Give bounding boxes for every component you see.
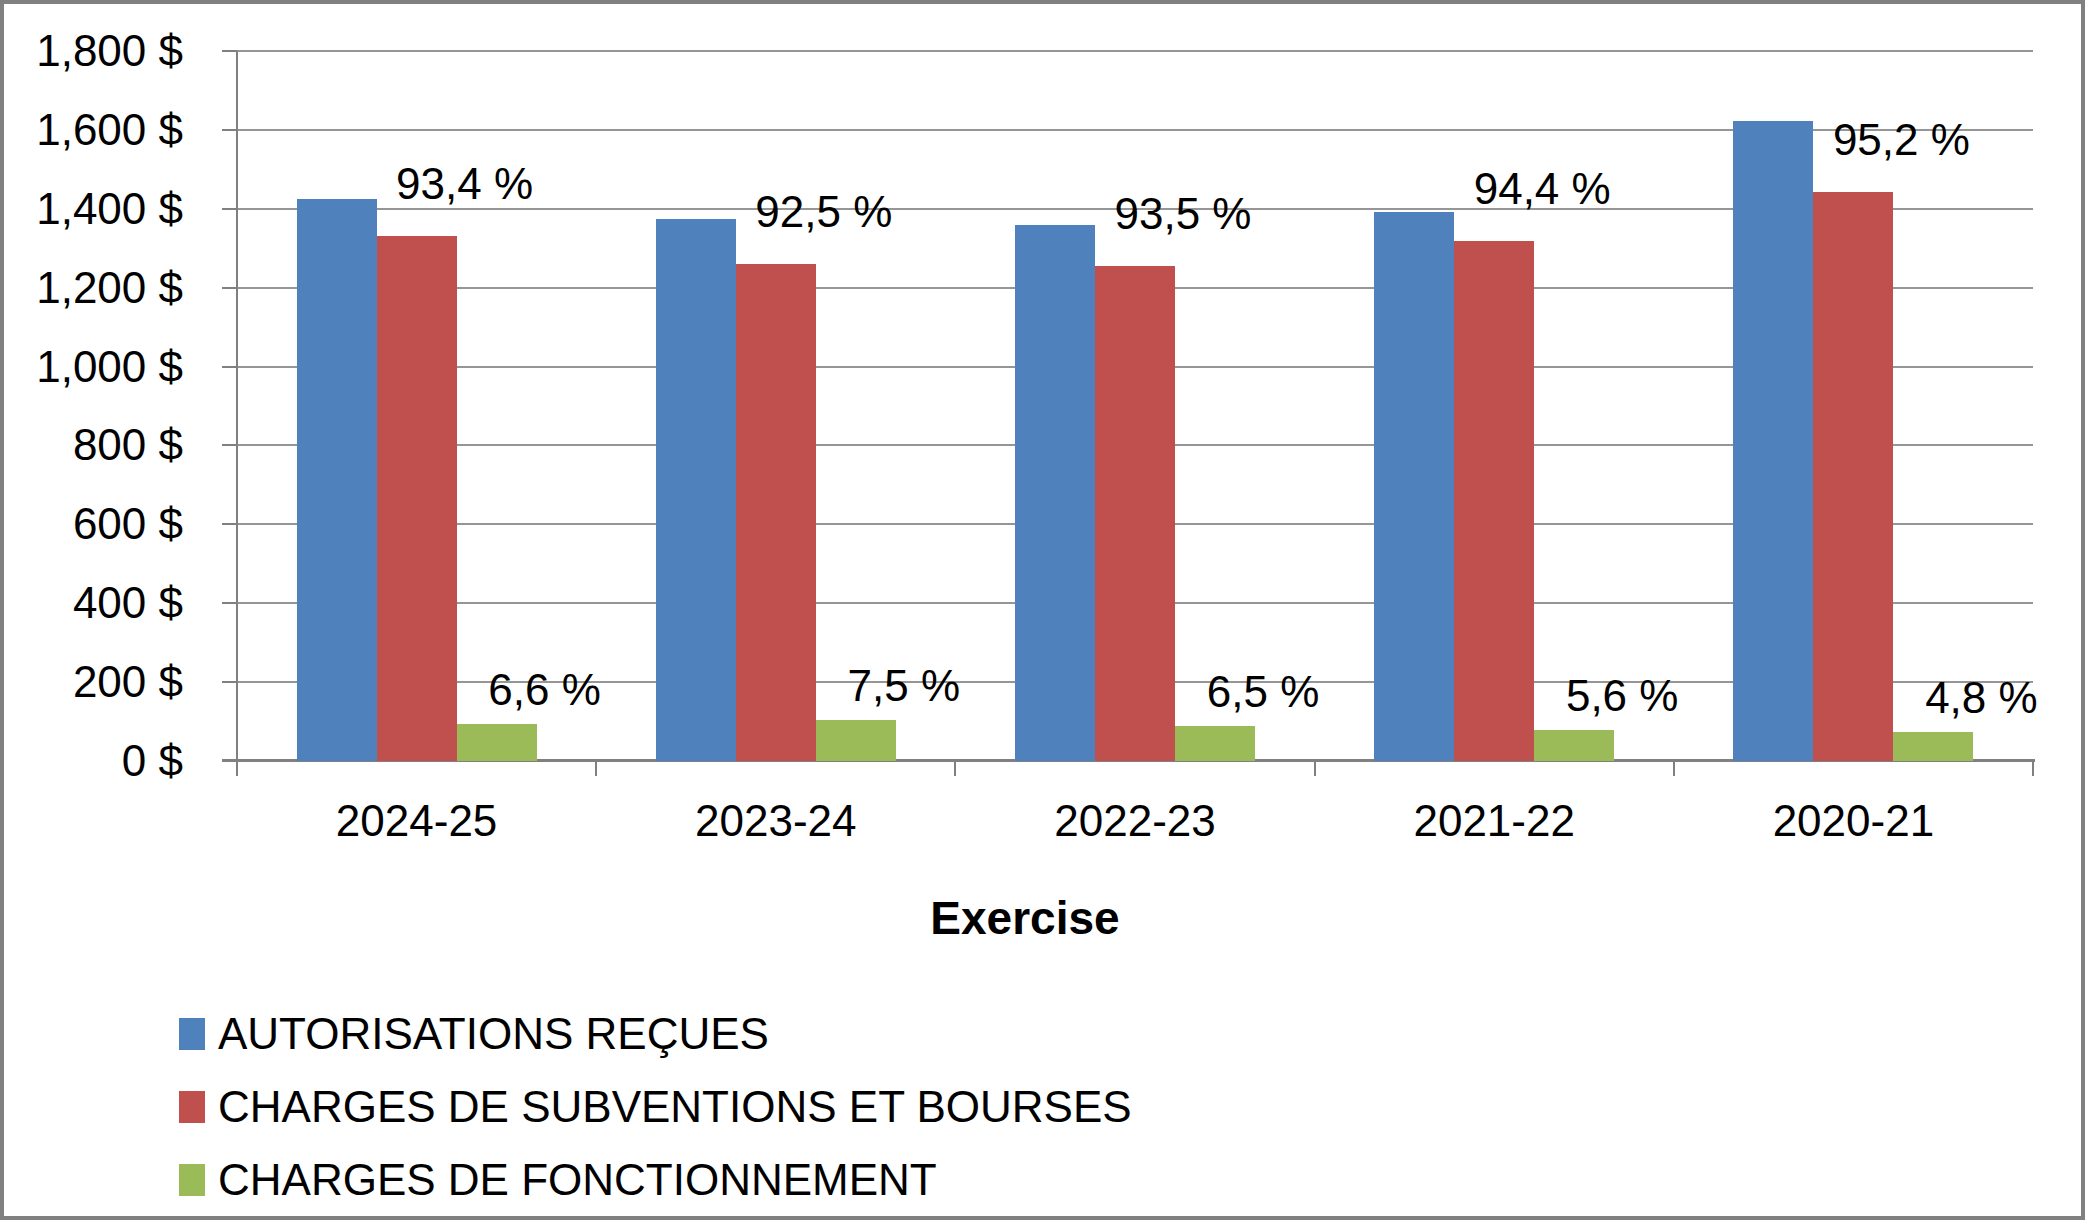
x-axis-tick-mark	[236, 762, 238, 776]
x-axis-title: Exercise	[0, 891, 2050, 945]
bar-autorisations-re-ues	[1015, 225, 1095, 761]
bar-autorisations-re-ues	[1374, 212, 1454, 761]
y-axis-tick-mark	[222, 444, 237, 446]
y-axis-tick-mark	[222, 602, 237, 604]
legend-color-swatch	[179, 1018, 205, 1050]
y-axis-tick-label: 400 $	[0, 575, 183, 631]
y-axis-tick-mark	[222, 523, 237, 525]
x-axis-category-label: 2021-22	[1334, 795, 1654, 847]
y-axis-tick-mark	[222, 129, 237, 131]
y-axis-tick-label: 600 $	[0, 496, 183, 552]
y-axis-tick-label: 1,400 $	[0, 181, 183, 237]
x-axis-category-label: 2020-21	[1693, 795, 2013, 847]
data-label: 93,5 %	[1033, 188, 1333, 240]
bar-charges-de-fonctionnement	[1175, 726, 1255, 761]
bar-charges-de-fonctionnement	[1534, 730, 1614, 761]
x-axis-tick-mark	[1314, 762, 1316, 776]
data-label: 6,5 %	[1113, 666, 1413, 718]
y-axis-tick-mark	[222, 681, 237, 683]
chart-frame: 0 $ 200 $ 400 $ 600 $ 800 $ 1,000 $ 1,200 $ 1,4…	[0, 0, 2085, 1220]
data-label: 95,2 %	[1751, 114, 2051, 166]
legend-label: AUTORISATIONS REÇUES	[218, 1008, 769, 1060]
bar-autorisations-re-ues	[656, 219, 736, 761]
data-label: 4,8 %	[1831, 672, 2085, 724]
bar-autorisations-re-ues	[297, 199, 377, 761]
x-axis-tick-mark	[1673, 762, 1675, 776]
data-label: 6,6 %	[395, 664, 695, 716]
y-axis-tick-label: 0 $	[0, 733, 183, 789]
legend-item: CHARGES DE FONCTIONNEMENT	[179, 1154, 1132, 1206]
bar-charges-de-fonctionnement	[816, 720, 896, 761]
bar-charges-de-fonctionnement	[1893, 732, 1973, 761]
y-axis-tick-mark	[222, 50, 237, 52]
y-axis-line	[236, 51, 238, 761]
legend-label: CHARGES DE FONCTIONNEMENT	[218, 1154, 937, 1206]
bar-charges-de-fonctionnement	[457, 724, 537, 761]
y-axis-tick-mark	[222, 208, 237, 210]
x-axis-tick-mark	[595, 762, 597, 776]
legend-color-swatch	[179, 1091, 205, 1123]
legend-item: CHARGES DE SUBVENTIONS ET BOURSES	[179, 1081, 1132, 1133]
data-label: 5,6 %	[1472, 670, 1772, 722]
y-axis-tick-label: 200 $	[0, 654, 183, 710]
legend: AUTORISATIONS REÇUES CHARGES DE SUBVENTIO…	[179, 1008, 1132, 1206]
data-label: 93,4 %	[315, 158, 615, 210]
y-axis-tick-label: 1,600 $	[0, 102, 183, 158]
x-axis-category-label: 2022-23	[975, 795, 1295, 847]
x-axis-category-label: 2024-25	[257, 795, 577, 847]
bar-autorisations-re-ues	[1733, 121, 1813, 761]
legend-label: CHARGES DE SUBVENTIONS ET BOURSES	[218, 1081, 1132, 1133]
y-axis-tick-label: 1,800 $	[0, 23, 183, 79]
y-axis-tick-label: 800 $	[0, 417, 183, 473]
legend-item: AUTORISATIONS REÇUES	[179, 1008, 1132, 1060]
y-axis-tick-label: 1,000 $	[0, 339, 183, 395]
x-axis-tick-mark	[2032, 762, 2034, 776]
data-label: 7,5 %	[754, 660, 1054, 712]
gridline	[237, 50, 2033, 52]
legend-color-swatch	[179, 1164, 205, 1196]
y-axis-tick-mark	[222, 287, 237, 289]
y-axis-tick-label: 1,200 $	[0, 260, 183, 316]
data-label: 94,4 %	[1392, 163, 1692, 215]
y-axis-tick-mark	[222, 366, 237, 368]
data-label: 92,5 %	[674, 186, 974, 238]
x-axis-tick-mark	[954, 762, 956, 776]
x-axis-category-label: 2023-24	[616, 795, 936, 847]
